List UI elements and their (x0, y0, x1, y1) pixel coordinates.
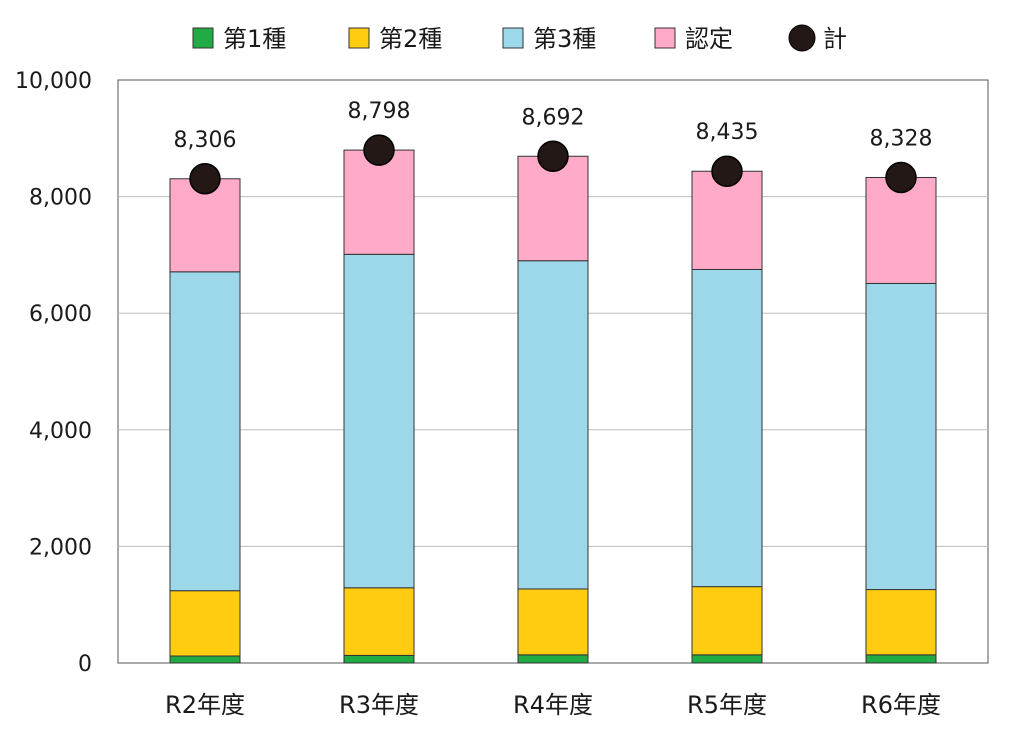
bar-segment (343, 654, 415, 664)
total-value-label: 8,306 (174, 128, 237, 153)
bar-segment (169, 178, 241, 273)
legend-swatch (348, 27, 370, 49)
total-value-label: 8,798 (348, 99, 411, 124)
y-tick-label: 10,000 (15, 69, 92, 94)
y-tick-label: 6,000 (29, 302, 92, 327)
legend: 第1種 第2種 第3種 認定 計 (192, 24, 847, 53)
bar-segment (865, 654, 937, 664)
legend-swatch (502, 27, 524, 49)
total-marker (363, 134, 395, 166)
legend-swatch (192, 27, 214, 49)
bar-segment (169, 590, 241, 657)
x-category-label: R6年度 (861, 691, 941, 719)
bar-segment (343, 253, 415, 589)
bar-segment (691, 654, 763, 664)
x-category-label: R3年度 (339, 691, 419, 719)
bar-segment (865, 282, 937, 591)
bar-segment (691, 268, 763, 588)
legend-swatch (654, 27, 676, 49)
bar-segment (517, 260, 589, 590)
total-value-label: 8,328 (870, 126, 933, 151)
bar-segment (865, 589, 937, 656)
bar-segment (865, 176, 937, 284)
y-axis: 0 2,000 4,000 6,000 8,000 10,000 (15, 69, 92, 677)
total-value-label: 8,435 (696, 120, 759, 145)
bar-segment (691, 586, 763, 656)
bar-segment (517, 155, 589, 262)
legend-label: 認定 (685, 25, 733, 53)
y-tick-label: 0 (78, 652, 92, 677)
bar-segment (169, 271, 241, 592)
legend-label: 第3種 (533, 25, 596, 53)
bar-segment (517, 588, 589, 656)
legend-label: 第2種 (379, 25, 442, 53)
total-value-label: 8,692 (522, 105, 585, 130)
total-marker (885, 161, 917, 194)
x-category-label: R2年度 (165, 691, 245, 719)
y-tick-label: 2,000 (29, 535, 92, 560)
total-marker (537, 140, 569, 173)
bar-segment (691, 170, 763, 270)
bars (169, 149, 937, 664)
bar-segment (343, 587, 415, 656)
y-tick-label: 8,000 (29, 186, 92, 211)
legend-marker (788, 24, 816, 52)
bar-segment (169, 655, 241, 664)
y-tick-label: 4,000 (29, 419, 92, 444)
x-axis: R2年度 R3年度 R4年度 R5年度 R6年度 (165, 691, 941, 719)
total-marker (711, 155, 743, 187)
legend-label: 第1種 (223, 25, 286, 53)
bar-segment (517, 654, 589, 664)
legend-label: 計 (823, 25, 847, 53)
totals: 8,306 8,798 8,692 8,435 8,328 (174, 99, 933, 195)
x-category-label: R4年度 (513, 691, 593, 719)
total-marker (189, 163, 221, 195)
bar-segment (343, 149, 415, 255)
x-category-label: R5年度 (687, 691, 767, 719)
